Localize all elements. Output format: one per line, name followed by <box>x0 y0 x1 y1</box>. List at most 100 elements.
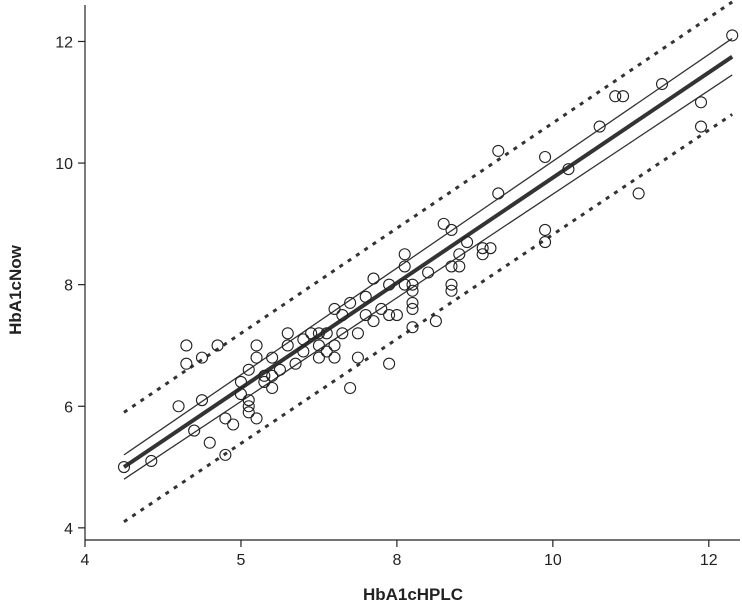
data-point <box>258 369 271 382</box>
data-point <box>242 406 255 419</box>
y-tick-label: 12 <box>55 34 73 51</box>
data-point <box>398 278 411 291</box>
data-point <box>344 296 357 309</box>
data-point <box>398 260 411 273</box>
data-point <box>429 315 442 328</box>
data-point <box>336 309 349 322</box>
x-tick-label: 12 <box>700 552 718 569</box>
data-point <box>406 278 419 291</box>
data-point <box>242 363 255 376</box>
data-point <box>305 327 318 340</box>
data-point <box>406 296 419 309</box>
x-axis-ticks: 4 5 8 10 12 <box>81 540 718 569</box>
data-point <box>539 236 552 249</box>
data-point <box>266 369 279 382</box>
data-point <box>422 266 435 279</box>
data-point <box>227 418 240 431</box>
y-tick-label: 4 <box>64 521 73 538</box>
data-point <box>117 460 131 474</box>
data-point <box>320 345 333 358</box>
data-point <box>492 187 505 200</box>
data-point <box>180 339 193 352</box>
data-point <box>445 223 458 236</box>
data-point <box>406 284 419 297</box>
data-point <box>437 217 450 230</box>
data-point <box>539 223 552 236</box>
data-point <box>398 248 411 261</box>
data-point <box>406 321 419 334</box>
data-point <box>266 381 279 395</box>
data-point <box>539 150 552 164</box>
confidence-band-lower <box>123 74 733 480</box>
data-point <box>367 272 380 285</box>
data-point <box>632 187 645 200</box>
data-point <box>383 309 396 322</box>
data-point <box>234 375 248 388</box>
data-point <box>145 454 158 468</box>
x-tick-label: 8 <box>392 552 401 569</box>
data-point <box>195 394 209 407</box>
y-axis-ticks: 4 6 8 10 12 <box>55 34 85 538</box>
data-point <box>593 120 606 133</box>
data-point <box>266 351 279 364</box>
data-point <box>297 345 310 358</box>
y-tick-label: 8 <box>64 278 73 295</box>
data-point <box>312 327 325 340</box>
data-point <box>445 260 458 273</box>
data-point <box>242 400 255 413</box>
data-point <box>273 363 286 376</box>
regression-fit-line <box>122 55 734 469</box>
data-point <box>383 278 396 291</box>
data-point <box>328 339 341 352</box>
data-point <box>375 302 388 316</box>
data-point <box>351 327 364 340</box>
y-tick-label: 6 <box>64 399 73 416</box>
data-point <box>694 96 708 109</box>
data-point <box>359 290 372 303</box>
data-point <box>195 351 209 364</box>
data-point <box>203 436 216 449</box>
y-axis-title: HbA1cNow <box>6 244 25 335</box>
data-point <box>320 327 333 340</box>
data-point <box>726 29 739 42</box>
data-point <box>453 248 466 261</box>
data-point <box>250 339 263 352</box>
data-point <box>367 315 380 328</box>
prediction-band-upper <box>123 0 734 414</box>
data-point <box>172 400 185 413</box>
data-point <box>655 77 669 91</box>
data-point <box>258 375 271 388</box>
data-point <box>281 327 294 340</box>
data-point <box>219 448 232 461</box>
data-point <box>390 309 403 322</box>
data-point <box>242 394 255 407</box>
data-point <box>312 339 325 352</box>
data-point <box>219 412 232 425</box>
data-point <box>383 357 396 370</box>
data-point <box>484 242 497 255</box>
data-point <box>336 327 349 340</box>
data-point <box>281 339 294 352</box>
data-point <box>616 90 630 103</box>
data-point <box>609 90 622 103</box>
data-point <box>492 144 505 157</box>
data-point <box>445 284 458 297</box>
data-point <box>188 424 201 437</box>
data-point <box>250 351 263 364</box>
prediction-band-lower <box>123 113 734 524</box>
data-point <box>351 351 364 364</box>
data-point <box>180 357 193 370</box>
confidence-band-upper <box>123 37 733 456</box>
x-axis-title: HbA1cHPLC <box>363 585 463 604</box>
x-tick-label: 10 <box>544 552 562 569</box>
data-point <box>344 381 357 395</box>
data-point <box>453 260 466 273</box>
data-point <box>461 236 474 249</box>
data-point <box>297 333 310 346</box>
data-point <box>406 302 419 316</box>
data-point <box>476 242 489 255</box>
data-point <box>562 163 575 176</box>
data-point <box>694 120 708 133</box>
data-point <box>289 357 302 370</box>
